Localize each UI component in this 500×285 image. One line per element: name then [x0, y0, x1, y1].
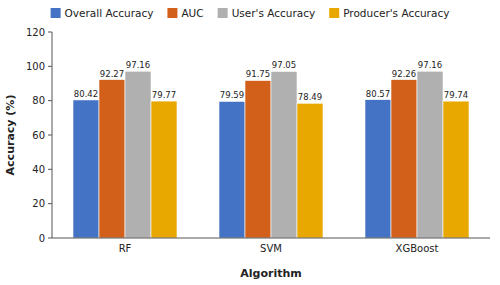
bar — [99, 80, 125, 238]
bar — [125, 71, 151, 238]
bar — [219, 101, 245, 238]
y-tick — [48, 32, 52, 33]
data-label: 92.27 — [100, 69, 124, 79]
x-tick-label: RF — [119, 243, 132, 254]
y-tick-label: 20 — [32, 198, 45, 209]
bar — [417, 71, 443, 238]
data-label: 79.77 — [152, 90, 176, 100]
chart: 0 20 40 60 80 100 120 80.42 79.59 80.57 92.27 91.75… — [0, 0, 500, 285]
bar — [443, 101, 469, 238]
data-labels: 80.4279.5980.5792.2791.7592.2697.1697.05… — [74, 60, 468, 102]
y-tick-label: 80 — [32, 95, 45, 106]
legend-label: AUC — [181, 7, 203, 19]
bar — [73, 100, 99, 238]
bar — [365, 100, 391, 238]
data-label: 91.75 — [246, 69, 270, 79]
data-label: 97.05 — [272, 60, 296, 70]
bars — [73, 71, 469, 238]
y-axis-title: Accuracy (%) — [4, 95, 17, 176]
bar — [297, 103, 323, 238]
y-tick-label: 60 — [32, 130, 45, 141]
legend-label: Producer's Accuracy — [343, 7, 449, 19]
legend-label: Overall Accuracy — [65, 7, 154, 19]
x-tick-label: SVM — [260, 243, 282, 254]
data-label: 80.57 — [366, 89, 390, 99]
legend-swatch — [218, 8, 228, 18]
data-label: 80.42 — [74, 89, 98, 99]
y-tick — [48, 238, 52, 239]
y-tick-label: 40 — [32, 164, 45, 175]
legend: Overall Accuracy AUC User's Accuracy Produc… — [51, 7, 450, 19]
legend-swatch — [167, 8, 177, 18]
y-tick — [48, 169, 52, 170]
legend-label: User's Accuracy — [232, 7, 316, 19]
x-axis-title: Algorithm — [240, 267, 301, 280]
data-label: 79.74 — [444, 90, 468, 100]
legend-swatch — [329, 8, 339, 18]
bar — [271, 71, 297, 238]
bar — [391, 80, 417, 238]
y-tick — [48, 135, 52, 136]
data-label: 97.16 — [418, 60, 442, 70]
y-tick-label: 100 — [26, 61, 45, 72]
legend-swatch — [51, 8, 61, 18]
y-tick — [48, 66, 52, 67]
y-tick — [48, 203, 52, 204]
x-tick-label: XGBoost — [396, 243, 439, 254]
data-label: 97.16 — [126, 60, 150, 70]
y-tick-label: 120 — [26, 27, 45, 38]
data-label: 78.49 — [298, 92, 322, 102]
y-tick-label: 0 — [39, 233, 45, 244]
data-label: 92.26 — [392, 69, 416, 79]
bar — [245, 80, 271, 238]
y-tick — [48, 100, 52, 101]
data-label: 79.59 — [220, 90, 244, 100]
x-axis-line — [52, 238, 490, 239]
bar — [151, 101, 177, 238]
y-axis-line — [52, 32, 53, 238]
